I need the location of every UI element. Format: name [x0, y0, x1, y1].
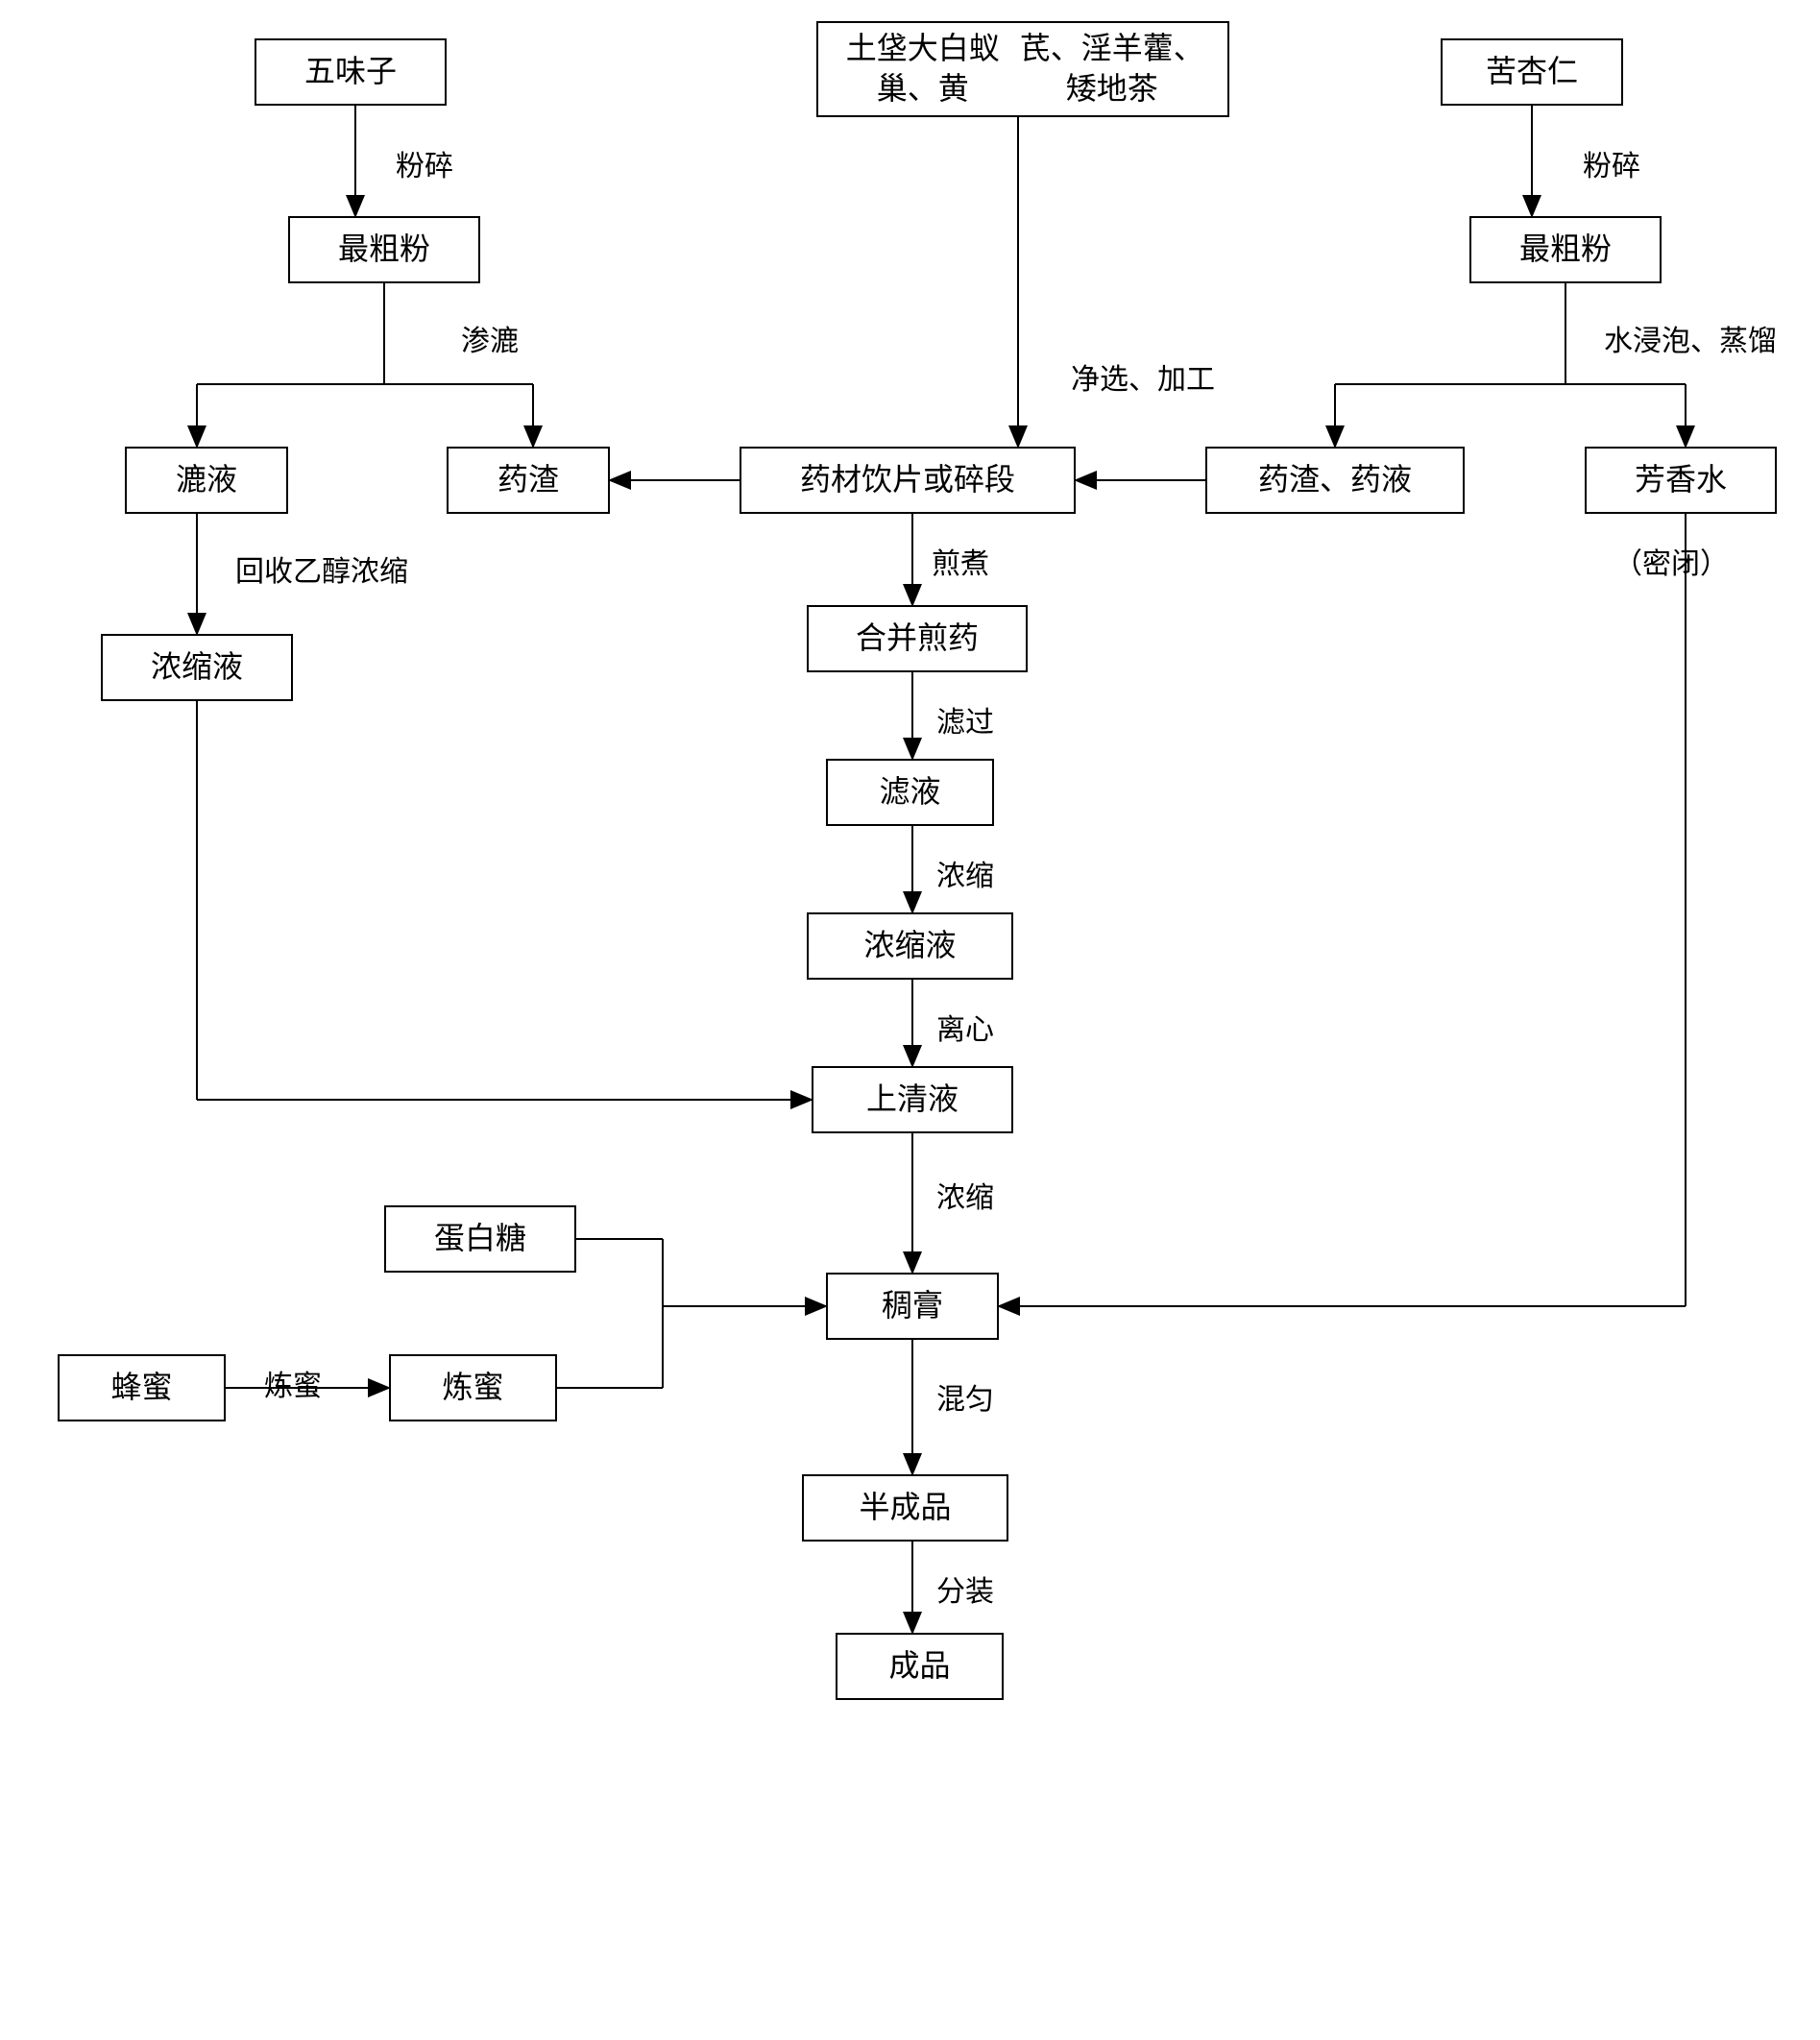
edge-label-l11: 离心: [936, 1006, 994, 1048]
flow-node-n5: 最粗粉: [1469, 216, 1662, 283]
flow-node-n20: 半成品: [802, 1474, 1008, 1542]
flow-node-n2: 土垡大白蚁巢、黄芪、淫羊藿、矮地茶: [816, 21, 1229, 117]
edge-label-l8: （密闭）: [1614, 540, 1729, 582]
edge-label-l6: 回收乙醇浓缩: [235, 547, 408, 590]
edge-label-l7: 煎煮: [932, 540, 989, 582]
flow-node-n21: 成品: [836, 1633, 1004, 1700]
flow-node-n19: 炼蜜: [389, 1354, 557, 1421]
flow-node-n16: 蛋白糖: [384, 1205, 576, 1273]
edge-label-l1: 粉碎: [396, 142, 453, 184]
flow-node-n8: 药材饮片或碎段: [740, 447, 1076, 514]
edge-label-l9: 滤过: [936, 698, 994, 741]
flow-node-n9: 药渣、药液: [1205, 447, 1465, 514]
flow-node-n12: 合并煎药: [807, 605, 1028, 672]
flow-node-n1: 五味子: [255, 38, 447, 106]
edge-label-l3: 渗漉: [461, 317, 519, 359]
flow-node-n10: 芳香水: [1585, 447, 1777, 514]
edge-label-l13: 混匀: [936, 1375, 994, 1418]
edge-label-l5: 水浸泡、蒸馏: [1604, 317, 1777, 359]
flow-node-n13: 滤液: [826, 759, 994, 826]
edge-label-l4: 净选、加工: [1071, 355, 1215, 398]
flow-node-n4: 最粗粉: [288, 216, 480, 283]
flow-node-n17: 稠膏: [826, 1273, 999, 1340]
flow-node-n11: 浓缩液: [101, 634, 293, 701]
edge-label-l12: 浓缩: [936, 1174, 994, 1216]
flow-node-n6: 漉液: [125, 447, 288, 514]
flow-node-n7: 药渣: [447, 447, 610, 514]
edge-label-l10: 浓缩: [936, 852, 994, 894]
flow-node-n14: 浓缩液: [807, 912, 1013, 980]
flowchart-edges: [0, 0, 1820, 2040]
flow-node-n3: 苦杏仁: [1441, 38, 1623, 106]
edge-label-l14: 分装: [936, 1567, 994, 1610]
flow-node-n15: 上清液: [812, 1066, 1013, 1133]
edge-label-l15: 炼蜜: [264, 1362, 322, 1404]
flow-node-n18: 蜂蜜: [58, 1354, 226, 1421]
edge-label-l2: 粉碎: [1583, 142, 1640, 184]
